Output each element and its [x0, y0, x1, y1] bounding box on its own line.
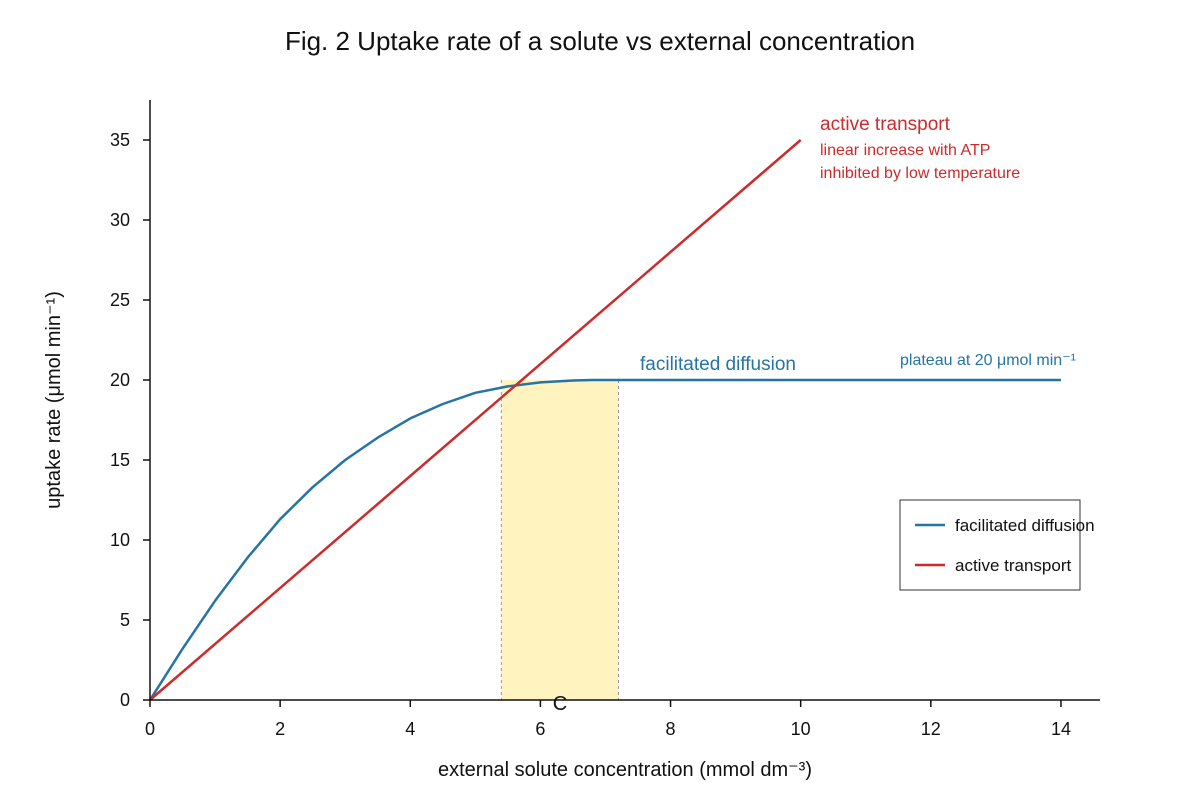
x-ticks: 0 2 4 6 8 10 12 14 — [145, 700, 1071, 739]
y-tick-label: 5 — [120, 610, 130, 630]
series-line-facilitated-diffusion — [148, 378, 1061, 701]
shaded-region-layer — [500, 380, 619, 700]
active-transport-annotation-title: active transport — [820, 114, 951, 135]
x-tick-label: 6 — [535, 719, 545, 739]
y-tick-label: 20 — [110, 370, 130, 390]
x-tick-label: 12 — [921, 719, 941, 739]
legend-label-active-transport: active transport — [955, 556, 1071, 575]
shaded-region — [501, 380, 619, 700]
series-line-active-transport — [149, 139, 802, 701]
x-tick-label: 2 — [275, 719, 285, 739]
series-layer — [148, 139, 1061, 701]
facilitated-diffusion-annotation: facilitated diffusion — [640, 354, 796, 375]
x-tick-label: 0 — [145, 719, 155, 739]
chart-title: Fig. 2 Uptake rate of a solute vs extern… — [285, 26, 915, 56]
x-tick-label: 14 — [1051, 719, 1071, 739]
axes — [149, 100, 1100, 701]
x-axis-label: external solute concentration (mmol dm⁻³… — [438, 759, 812, 781]
y-axis-label: uptake rate (μmol min⁻¹) — [43, 291, 65, 509]
legend-label-facilitated-diffusion: facilitated diffusion — [955, 516, 1095, 535]
y-tick-label: 0 — [120, 690, 130, 710]
y-tick-label: 25 — [110, 290, 130, 310]
active-transport-annotation-line1: linear increase with ATP — [820, 142, 990, 159]
y-ticks: 0 5 10 15 20 25 30 35 — [110, 130, 150, 710]
y-tick-label: 10 — [110, 530, 130, 550]
marker-c-label: C — [553, 693, 567, 715]
y-tick-label: 30 — [110, 210, 130, 230]
y-tick-label: 15 — [110, 450, 130, 470]
legend-box — [899, 499, 1081, 591]
x-tick-label: 8 — [666, 719, 676, 739]
active-transport-annotation-line2: inhibited by low temperature — [820, 165, 1020, 182]
x-tick-label: 10 — [791, 719, 811, 739]
x-tick-label: 4 — [405, 719, 415, 739]
y-tick-label: 35 — [110, 130, 130, 150]
plateau-annotation: plateau at 20 μmol min⁻¹ — [900, 352, 1076, 369]
legend: facilitated diffusion active transport — [899, 499, 1095, 591]
